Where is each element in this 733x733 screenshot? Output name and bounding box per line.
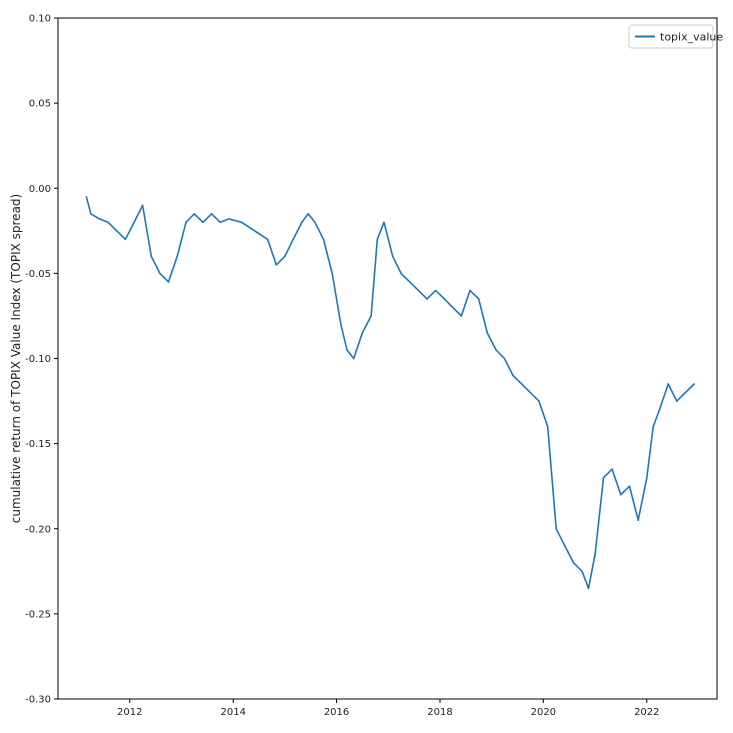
data-point: [503, 357, 506, 360]
y-tick-label: -0.20: [25, 524, 51, 535]
y-tick-label: -0.30: [25, 695, 51, 706]
data-point: [637, 519, 639, 521]
data-point: [684, 391, 687, 394]
y-tick-label: 0.10: [29, 14, 51, 25]
data-point: [602, 476, 605, 479]
data-point: [185, 221, 187, 224]
data-point: [301, 221, 303, 224]
data-point: [150, 255, 153, 258]
legend-box: [628, 24, 714, 49]
data-point: [193, 213, 196, 215]
data-point: [512, 374, 514, 377]
data-point: [352, 357, 355, 360]
data-point: [495, 349, 497, 351]
y-tick-label: -0.05: [25, 269, 51, 280]
plot-frame: [57, 17, 718, 700]
data-point: [555, 528, 557, 530]
y-tick-label: -0.25: [25, 609, 51, 620]
data-point: [477, 298, 480, 300]
y-tick-label: -0.15: [25, 439, 51, 450]
data-point: [469, 289, 471, 292]
data-point: [564, 545, 566, 547]
plot-area: [85, 196, 695, 590]
x-tick-label: 2014: [220, 707, 245, 718]
data-point: [383, 221, 385, 224]
legend: topix_value: [628, 24, 723, 49]
y-tick-label: 0.00: [29, 184, 51, 195]
data-point: [361, 332, 364, 334]
x-tick-label: 2012: [117, 707, 142, 718]
data-point: [620, 493, 622, 496]
y-tick-label: 0.05: [29, 99, 51, 110]
x-tick-label: 2016: [324, 707, 349, 718]
data-point: [594, 553, 596, 556]
legend-label: topix_value: [660, 31, 723, 44]
data-point: [124, 238, 127, 241]
data-point: [417, 289, 420, 292]
data-point: [646, 476, 648, 479]
data-point: [581, 570, 583, 573]
data-point: [376, 238, 379, 241]
data-point: [85, 196, 88, 198]
data-point: [587, 587, 590, 590]
data-point: [340, 323, 342, 326]
data-point: [331, 272, 334, 275]
data-point: [370, 315, 372, 317]
data-point: [202, 221, 204, 224]
data-point: [115, 230, 118, 232]
data-point: [443, 298, 446, 300]
data-point: [275, 264, 278, 266]
data-point: [284, 255, 286, 258]
data-point: [434, 289, 437, 292]
x-tick-label: 2020: [531, 707, 556, 718]
y-axis-label: cumulative return of TOPIX Value Index (…: [9, 194, 23, 523]
data-point: [408, 281, 411, 283]
data-point: [400, 272, 402, 275]
data-point: [529, 391, 532, 394]
x-tick-label: 2022: [634, 707, 659, 718]
data-point: [240, 221, 243, 224]
data-point: [572, 562, 575, 564]
data-point: [346, 349, 348, 351]
data-point: [611, 468, 613, 471]
x-tick-label: 2018: [427, 707, 452, 718]
data-point: [652, 425, 654, 428]
data-point: [314, 221, 316, 224]
data-point: [460, 315, 463, 317]
data-point: [676, 400, 678, 402]
data-point: [159, 272, 161, 275]
data-point: [219, 221, 221, 224]
data-point: [667, 383, 669, 385]
data-point: [658, 408, 661, 411]
data-point: [391, 255, 394, 258]
data-point: [486, 332, 489, 334]
y-tick-label: -0.10: [25, 354, 51, 365]
data-point: [98, 218, 101, 220]
data-point: [538, 400, 540, 402]
data-point: [693, 383, 695, 385]
axes: 0.10 0.05 0.00 -0.05 -0.10 -0.15 -0.20 -0.25 -0.…: [9, 14, 718, 718]
data-point: [628, 485, 631, 488]
data-point: [322, 238, 325, 241]
series-line-topix_value: [85, 196, 695, 590]
data-point: [253, 230, 256, 232]
data-point: [426, 298, 428, 300]
data-point: [307, 213, 310, 215]
data-point: [90, 213, 92, 215]
data-point: [167, 281, 170, 283]
data-point: [133, 221, 135, 224]
data-point: [451, 306, 454, 309]
data-point: [292, 238, 295, 241]
data-point: [266, 238, 269, 241]
data-point: [520, 383, 523, 385]
data-point: [141, 204, 144, 207]
data-point: [107, 221, 109, 224]
data-point: [546, 425, 549, 428]
data-point: [176, 255, 178, 258]
data-point: [228, 218, 230, 220]
data-point: [210, 213, 213, 215]
